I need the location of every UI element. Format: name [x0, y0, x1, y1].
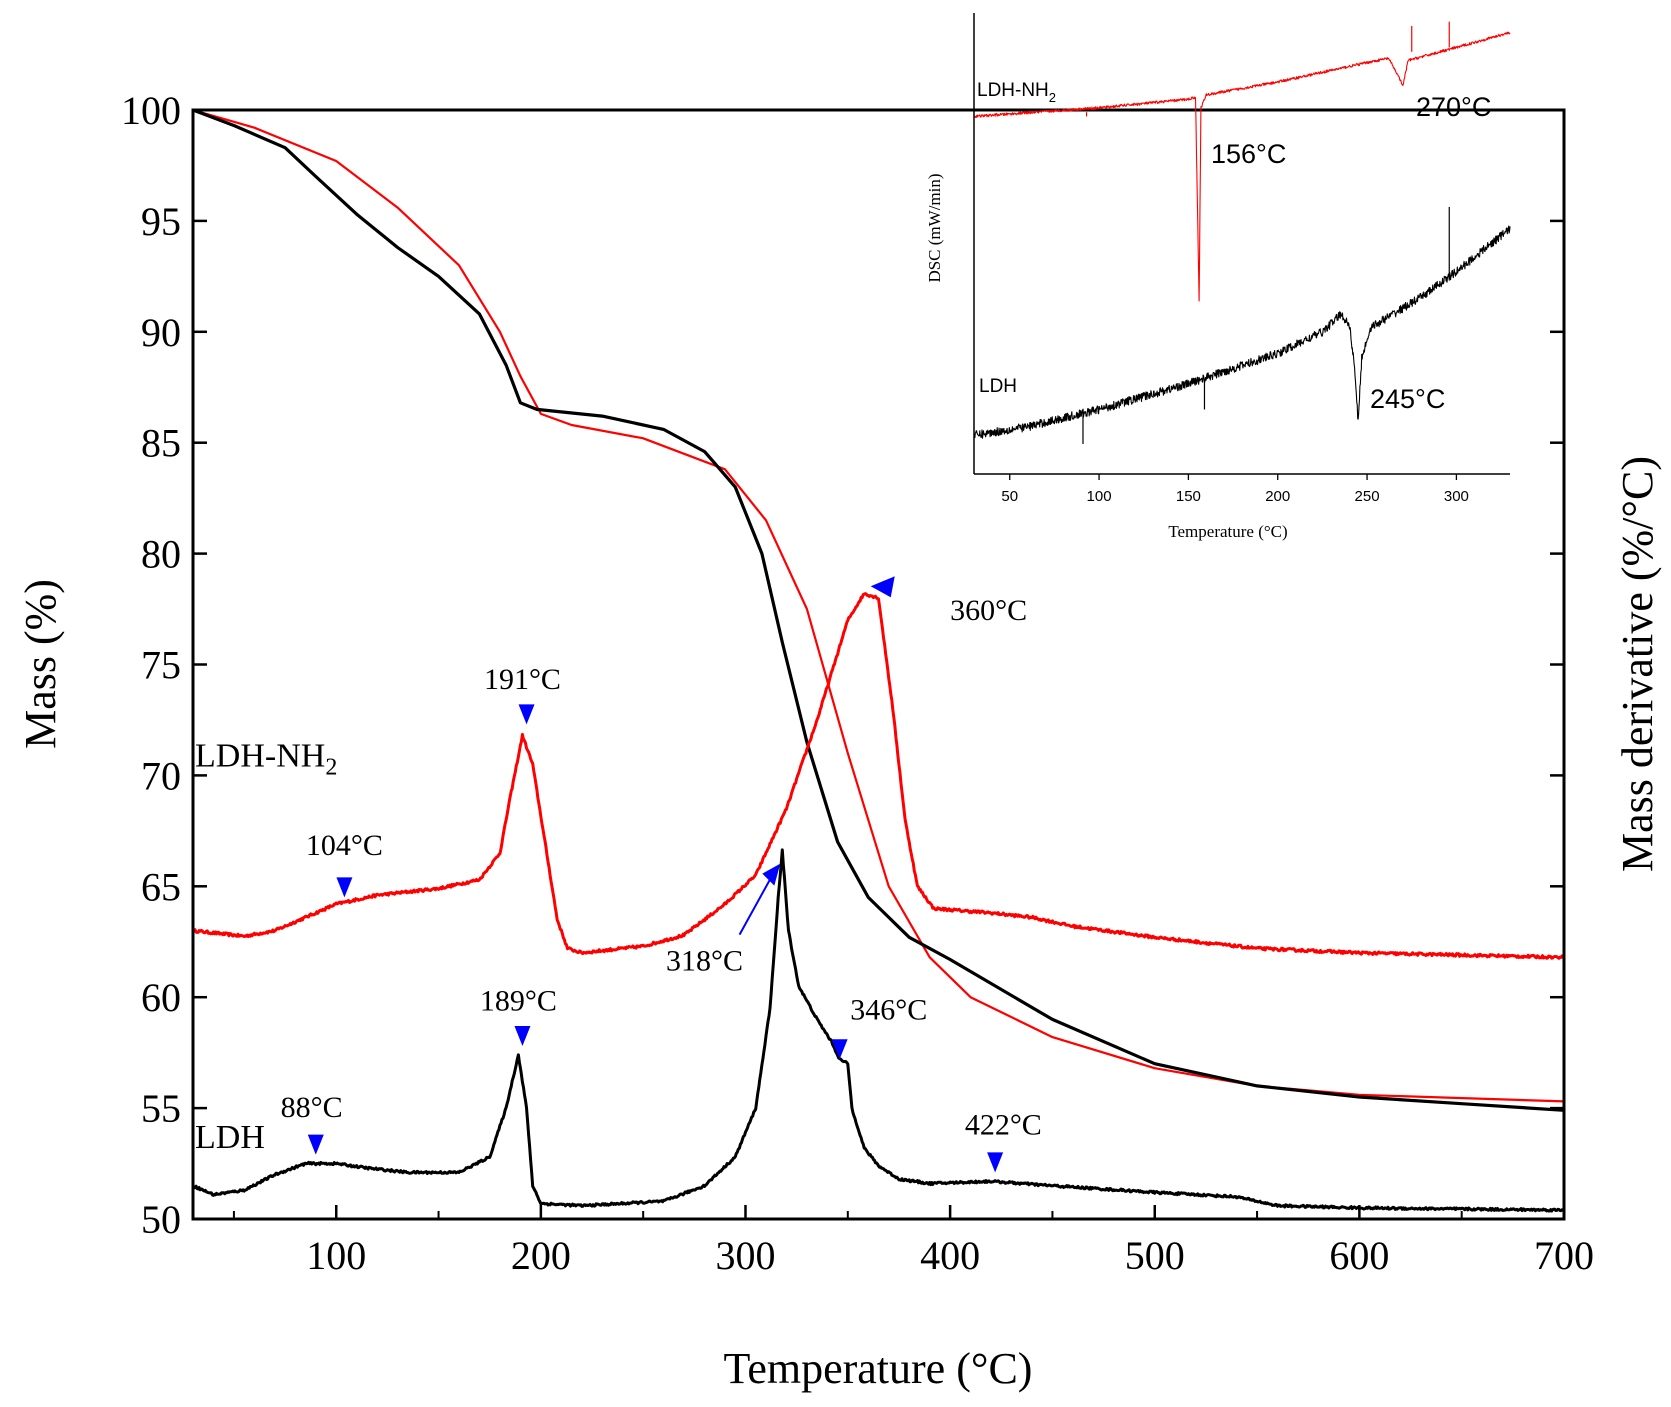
y-tick-label-75: 75 — [141, 643, 181, 688]
peak-annotation-422-c-label: 422°C — [965, 1109, 1042, 1142]
peak-annotation-360-c-marker — [870, 576, 895, 598]
main-chart: LDH-NH2 LDH 104°C 191°C 360°C 318°C 189°C 346°C… — [16, 88, 1662, 1393]
peak-annotation-191-c-label: 191°C — [484, 663, 561, 696]
inset-peak-label-245-c: 245°C — [1370, 384, 1445, 414]
main-series-label-ldh: LDH — [195, 1119, 265, 1156]
inset-y-axis-title: DSC (mW/min) — [925, 173, 944, 282]
ldh-derivative-line — [191, 848, 1566, 1213]
main-series-layer — [191, 108, 1566, 1213]
peak-annotation-422-c-marker — [987, 1152, 1004, 1173]
peak-annotation-189-c-label: 189°C — [480, 985, 557, 1018]
peak-annotation-191-c-marker — [518, 704, 535, 725]
main-y-axis-title: Mass (%) — [16, 579, 65, 749]
x-tick-label-700: 700 — [1534, 1233, 1594, 1278]
inset-label-layer: LDH-NH2 LDH 270°C 156°C 245°C — [977, 80, 1491, 414]
inset-peak-label-156-c: 156°C — [1211, 139, 1286, 169]
peak-annotation-318-c-marker — [762, 863, 781, 886]
peak-annotation-88-c-label: 88°C — [281, 1091, 343, 1124]
inset-x-axis: 50 100 150 200 250 300 — [1001, 474, 1469, 505]
ldh-nh2-derivative-line — [191, 592, 1566, 960]
x-tick-label-300: 300 — [715, 1233, 775, 1278]
y-tick-label-50: 50 — [141, 1197, 181, 1242]
inset-series-label-ldh-nh2: LDH-NH2 — [977, 80, 1056, 105]
inset-x-tick-label-200: 200 — [1265, 488, 1290, 505]
y-tick-label-70: 70 — [141, 753, 181, 798]
x-tick-label-500: 500 — [1125, 1233, 1185, 1278]
x-tick-label-200: 200 — [511, 1233, 571, 1278]
inset-x-axis-title: Temperature (°C) — [1168, 522, 1287, 541]
x-tick-label-100: 100 — [306, 1233, 366, 1278]
main-y2-axis — [1550, 108, 1564, 1221]
peak-annotation-318-c-arrow-line — [738, 871, 776, 936]
inset-x-tick-label-250: 250 — [1355, 488, 1380, 505]
y-tick-label-65: 65 — [141, 864, 181, 909]
main-x-axis: 100 200 300 400 500 600 700 — [232, 1205, 1594, 1278]
ldh-nh2-mass-line — [192, 108, 1565, 1103]
main-series-label-ldh-nh2: LDH-NH2 — [195, 738, 337, 781]
peak-annotation-318-c-label: 318°C — [666, 945, 743, 978]
y-tick-label-90: 90 — [141, 310, 181, 355]
inset-x-tick-label-100: 100 — [1087, 488, 1112, 505]
peak-annotation-189-c-marker — [514, 1025, 531, 1046]
inset-ldh-line — [973, 225, 1511, 439]
y-tick-label-55: 55 — [141, 1086, 181, 1131]
main-x-axis-title: Temperature (°C) — [724, 1344, 1033, 1393]
y-tick-label-95: 95 — [141, 199, 181, 244]
inset-peak-label-270-c: 270°C — [1416, 92, 1491, 122]
y-tick-label-100: 100 — [121, 88, 181, 133]
x-tick-label-400: 400 — [920, 1233, 980, 1278]
peak-annotation-346-c-label: 346°C — [850, 993, 927, 1026]
inset-x-tick-label-300: 300 — [1444, 488, 1469, 505]
y-tick-label-80: 80 — [141, 532, 181, 577]
ldh-mass-line — [192, 108, 1565, 1112]
main-plot-frame — [191, 108, 1566, 1221]
x-tick-label-600: 600 — [1329, 1233, 1389, 1278]
main-y2-axis-title: Mass derivative (%/°C) — [1613, 456, 1662, 872]
y-tick-label-85: 85 — [141, 421, 181, 466]
y-tick-label-60: 60 — [141, 975, 181, 1020]
peak-annotation-104-c-label: 104°C — [306, 829, 383, 862]
peak-annotation-346-c-marker — [831, 1039, 848, 1060]
inset-series-label-subscript: 2 — [1049, 90, 1056, 105]
inset-x-tick-label-50: 50 — [1001, 488, 1018, 505]
series-label-subscript: 2 — [325, 755, 337, 781]
inset-series-layer — [973, 21, 1511, 444]
inset-x-tick-label-150: 150 — [1176, 488, 1201, 505]
peak-annotation-360-c-label: 360°C — [950, 594, 1027, 627]
peak-annotation-88-c-marker — [307, 1134, 324, 1155]
main-y-axis: 50 55 60 65 70 75 80 85 90 95 100 — [121, 88, 207, 1242]
main-annotation-layer: LDH-NH2 LDH 104°C 191°C 360°C 318°C 189°C 346°C… — [195, 576, 1042, 1173]
inset-series-label-ldh: LDH — [979, 376, 1017, 397]
peak-annotation-104-c-marker — [336, 877, 353, 898]
inset-dsc-chart: 50 100 150 200 250 300 Temperature (°C) DSC (… — [925, 13, 1511, 541]
inset-ldh-nh2-line — [973, 31, 1511, 302]
